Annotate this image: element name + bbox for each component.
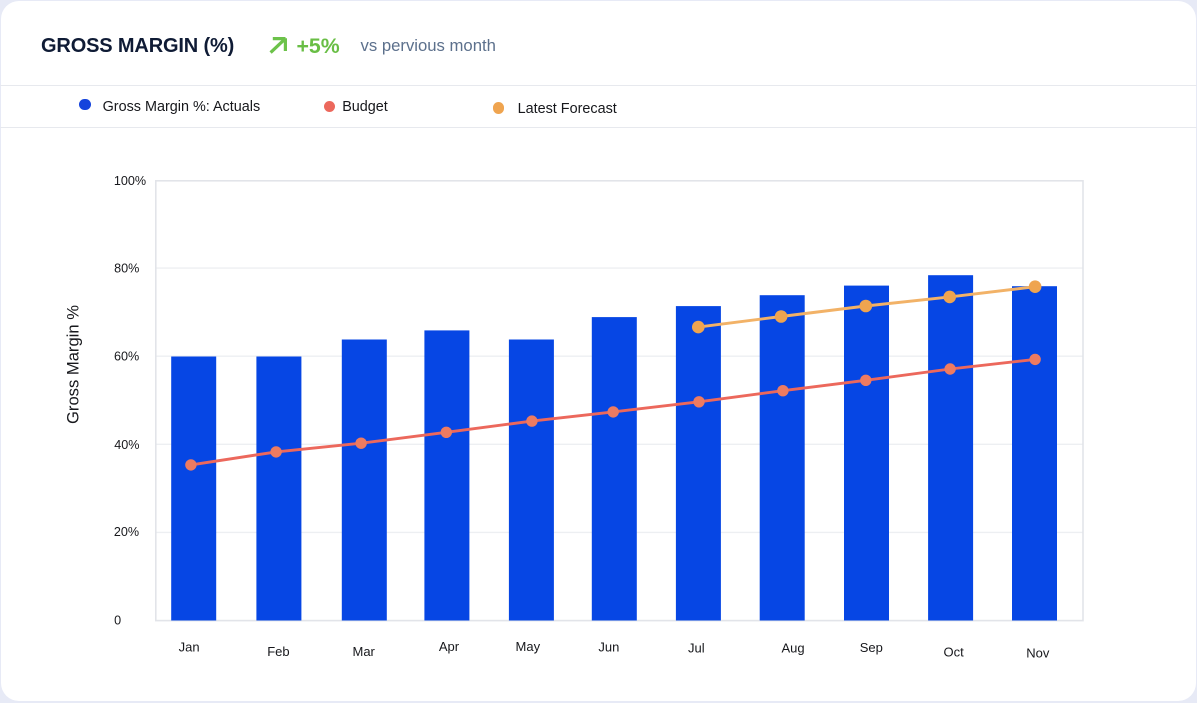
svg-text:Jun: Jun <box>598 640 619 655</box>
svg-text:100%: 100% <box>114 174 146 188</box>
svg-text:Nov: Nov <box>1026 646 1050 661</box>
svg-text:Feb: Feb <box>267 644 289 659</box>
svg-text:60%: 60% <box>114 350 139 364</box>
svg-text:40%: 40% <box>114 438 139 452</box>
svg-text:May: May <box>516 639 541 654</box>
svg-text:Jan: Jan <box>179 640 200 655</box>
svg-text:Mar: Mar <box>353 644 376 659</box>
svg-text:Sep: Sep <box>860 640 883 655</box>
svg-text:20%: 20% <box>114 525 139 539</box>
svg-text:Jul: Jul <box>688 641 705 656</box>
svg-text:Aug: Aug <box>782 641 805 656</box>
svg-text:0: 0 <box>114 614 121 628</box>
svg-text:Apr: Apr <box>439 639 460 654</box>
svg-text:80%: 80% <box>114 261 139 275</box>
svg-text:Gross Margin %: Gross Margin % <box>64 305 83 424</box>
svg-text:Oct: Oct <box>943 645 964 660</box>
